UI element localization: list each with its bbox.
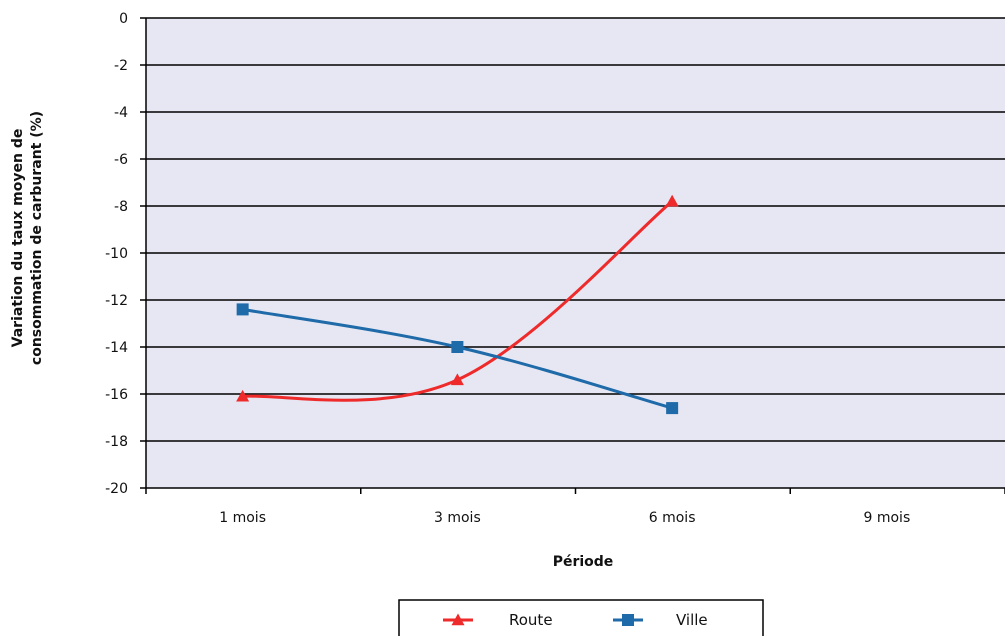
data-point-ville xyxy=(451,341,464,353)
y-tick-label: 0 xyxy=(119,11,128,27)
x-tick-label: 6 mois xyxy=(649,510,696,526)
data-point-route xyxy=(450,373,464,386)
legend-marker-route xyxy=(451,613,465,626)
x-tick-label: 1 mois xyxy=(219,510,266,526)
legend-label-route: Route xyxy=(509,611,553,629)
y-tick-label: -4 xyxy=(114,105,128,121)
y-tick-label: -16 xyxy=(105,387,128,403)
y-tick-label: -2 xyxy=(114,58,128,74)
legend-box xyxy=(398,599,764,636)
x-tick-label: 9 mois xyxy=(864,510,911,526)
legend: Route Ville xyxy=(398,599,764,636)
data-point-route xyxy=(236,389,250,402)
legend-marker-ville xyxy=(622,614,634,626)
series-group xyxy=(236,194,679,415)
x-axis: 1 mois 3 mois 6 mois 9 mois xyxy=(145,488,1005,526)
legend-label-ville: Ville xyxy=(676,611,708,629)
y-tick-label: -18 xyxy=(105,434,128,450)
y-axis-title-line-2: consommation de carburant (%) xyxy=(29,111,45,365)
data-point-route xyxy=(665,194,679,207)
data-point-ville xyxy=(236,303,249,316)
y-axis-title-line-1: Variation du taux moyen de xyxy=(10,129,26,348)
y-axis: 0 -2 -4 -6 -8 -10 -12 -14 -16 -18 -20 xyxy=(105,11,147,497)
y-tick-label: -14 xyxy=(105,340,128,356)
data-point-ville xyxy=(666,402,679,415)
y-tick-label: -12 xyxy=(105,293,128,309)
y-tick-label: -10 xyxy=(105,246,128,262)
x-axis-title: Période xyxy=(553,554,614,570)
y-tick-label: -8 xyxy=(114,199,128,215)
y-tick-label: -20 xyxy=(105,481,128,497)
x-tick-label: 3 mois xyxy=(434,510,481,526)
y-tick-label: -6 xyxy=(114,152,128,168)
